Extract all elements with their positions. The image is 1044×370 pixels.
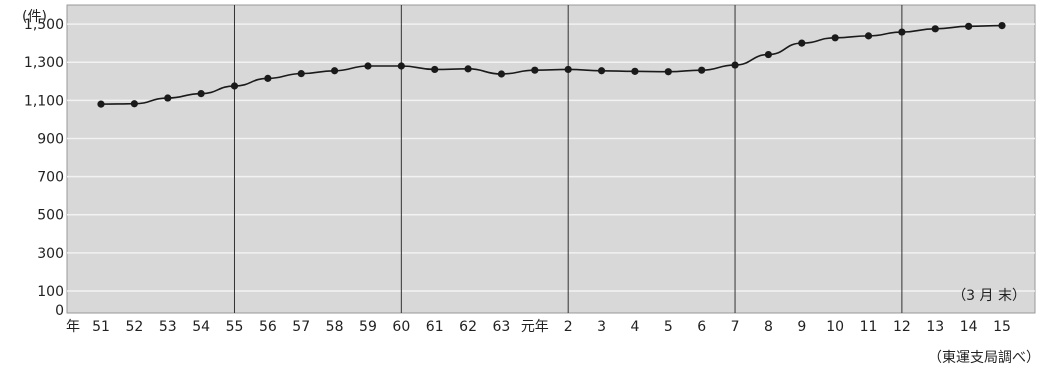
data-point	[698, 66, 706, 74]
x-tick-label: 63	[493, 319, 511, 335]
series-line	[100, 24, 1003, 105]
data-point	[597, 67, 606, 75]
data-point	[564, 65, 572, 74]
x-axis-ticks: 51 52 53 54 55 56 57 58 59 60 61 62 63 元年 2 3 4 5 6 7 8 9 10 11…	[92, 319, 1011, 335]
y-tick-label: 100	[37, 284, 64, 300]
data-point	[965, 22, 973, 30]
y-tick-label: 300	[37, 246, 64, 262]
data-point	[731, 61, 739, 69]
data-point	[864, 32, 873, 40]
data-point	[330, 67, 339, 75]
x-tick-label: 11	[860, 319, 878, 335]
data-point	[764, 50, 773, 59]
x-tick-label: 54	[192, 319, 210, 335]
data-point	[164, 94, 172, 102]
grid-lines	[67, 23, 1035, 292]
y-tick-label: 1,300	[24, 55, 64, 71]
x-tick-label: 62	[459, 319, 477, 335]
y-tick-label: 500	[37, 208, 64, 224]
y-axis-unit: (件)	[22, 9, 47, 25]
data-point	[364, 62, 372, 70]
y-tick-label: 1,100	[24, 93, 64, 109]
x-tick-label: 58	[326, 319, 344, 335]
data-point	[130, 100, 138, 108]
data-point	[464, 65, 472, 73]
x-tick-label: 4	[630, 319, 639, 335]
x-tick-label: 5	[664, 319, 673, 335]
data-point	[831, 34, 839, 42]
x-tick-label: 7	[731, 319, 740, 335]
x-tick-label: 15	[993, 319, 1011, 335]
data-point	[297, 70, 305, 78]
y-tick-label: 900	[37, 131, 64, 147]
data-point	[97, 100, 105, 108]
data-point	[631, 67, 639, 75]
x-tick-label: 元年	[521, 319, 549, 335]
x-tick-label: 59	[359, 319, 377, 335]
y-tick-label: 0	[55, 303, 64, 319]
x-tick-label: 6	[697, 319, 706, 335]
data-point	[898, 28, 906, 36]
x-tick-label: 10	[826, 319, 844, 335]
x-tick-label: 57	[292, 319, 310, 335]
x-tick-label: 3	[597, 319, 606, 335]
source-note: （東運支局調べ）	[928, 350, 1040, 366]
x-tick-label: 60	[392, 319, 410, 335]
data-point	[397, 62, 405, 70]
data-point	[998, 21, 1006, 30]
data-point	[798, 39, 806, 47]
y-axis-ticks: 0 100 300 500 700 900 1,100 1,300 1,500	[24, 17, 64, 319]
x-tick-label: 8	[764, 319, 773, 335]
data-point	[264, 74, 272, 82]
data-point	[931, 25, 939, 33]
series	[97, 21, 1006, 108]
data-point	[197, 90, 205, 98]
x-tick-label: 14	[960, 319, 978, 335]
data-point	[230, 82, 239, 90]
x-tick-label: 55	[226, 319, 244, 335]
year-separators	[233, 5, 903, 313]
x-tick-label: 12	[893, 319, 911, 335]
x-axis-prefix: 年	[66, 319, 80, 335]
x-tick-label: 53	[159, 319, 177, 335]
x-tick-label: 61	[426, 319, 444, 335]
x-tick-label: 51	[92, 319, 110, 335]
x-tick-label: 2	[564, 319, 573, 335]
y-tick-label: 1,500	[24, 17, 64, 33]
x-tick-label: 56	[259, 319, 277, 335]
data-point	[497, 70, 506, 78]
plot-area	[66, 4, 1036, 314]
x-tick-label: 52	[125, 319, 143, 335]
x-tick-label: 9	[797, 319, 806, 335]
period-note: （3 月 末）	[952, 288, 1026, 304]
data-point	[664, 68, 672, 76]
y-tick-label: 700	[37, 170, 64, 186]
data-point	[431, 65, 439, 74]
data-point	[531, 66, 539, 74]
x-tick-label: 13	[926, 319, 944, 335]
